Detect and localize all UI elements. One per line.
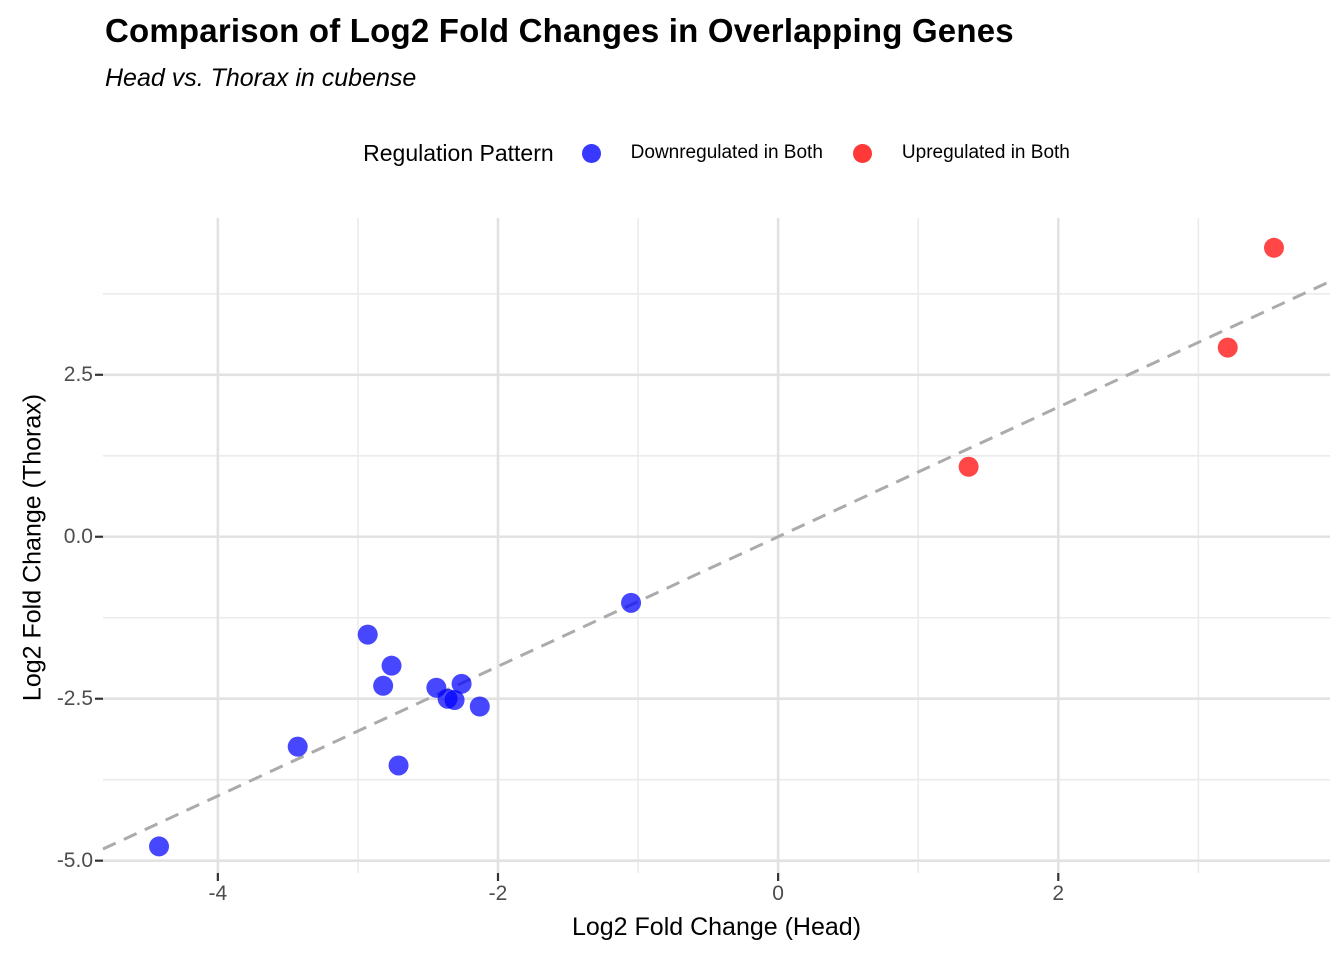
- legend-item-label: Downregulated in Both: [630, 142, 823, 163]
- y-tick-label: -5.0: [56, 848, 93, 872]
- x-tick-label: -4: [208, 882, 228, 905]
- data-point-downregulated: [451, 673, 472, 694]
- y-axis-title: Log2 Fold Change (Thorax): [18, 393, 47, 702]
- x-tick-label: 2: [1052, 882, 1065, 905]
- data-point-upregulated: [1217, 337, 1238, 358]
- legend-title: Regulation Pattern: [363, 139, 554, 166]
- identity-reference-line: [102, 280, 1331, 851]
- chart-title: Comparison of Log2 Fold Changes in Overl…: [105, 12, 1014, 49]
- blue-dot-icon: [581, 143, 601, 163]
- x-tick-label: 0: [772, 882, 784, 905]
- y-tick-label: 0.0: [63, 524, 93, 548]
- data-point-downregulated: [381, 655, 402, 676]
- data-point-downregulated: [388, 755, 409, 776]
- legend-item-upregulated: Upregulated in Both: [852, 142, 1070, 164]
- y-tick-label: -2.5: [56, 686, 93, 710]
- legend: Regulation Pattern Downregulated in Both…: [103, 136, 1330, 170]
- y-tick-label: 2.5: [63, 362, 93, 386]
- data-point-downregulated: [149, 836, 170, 857]
- data-point-upregulated: [1263, 237, 1284, 258]
- data-point-upregulated: [958, 456, 979, 477]
- data-point-downregulated: [469, 696, 490, 717]
- data-point-downregulated: [287, 736, 308, 757]
- legend-item-label: Upregulated in Both: [901, 142, 1070, 163]
- x-axis-title: Log2 Fold Change (Head): [571, 913, 862, 941]
- legend-item-downregulated: Downregulated in Both: [581, 142, 823, 164]
- plot-panel: [95, 218, 1331, 881]
- data-point-downregulated: [357, 624, 378, 645]
- red-dot-icon: [852, 143, 872, 163]
- data-point-downregulated: [621, 592, 642, 613]
- data-point-downregulated: [373, 675, 394, 696]
- chart-subtitle: Head vs. Thorax in cubense: [105, 64, 417, 92]
- data-point-downregulated: [444, 690, 465, 711]
- x-tick-label: -2: [488, 882, 508, 905]
